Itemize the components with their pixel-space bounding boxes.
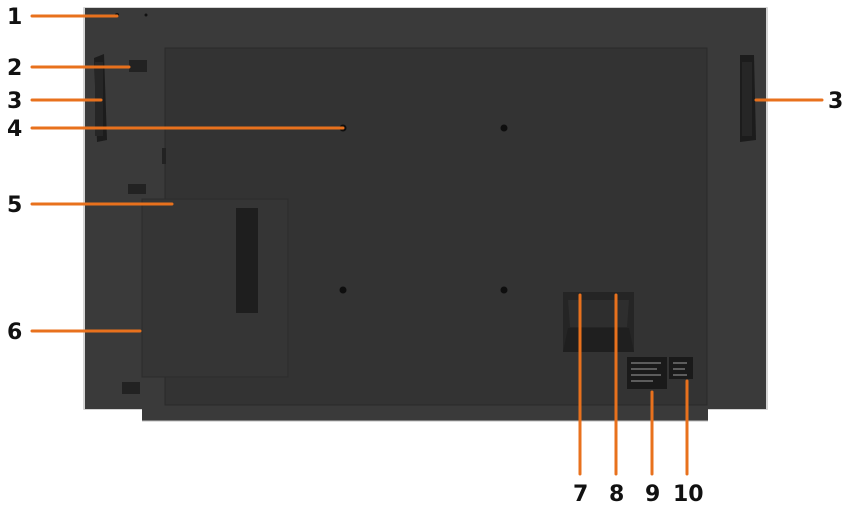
callout-number: 8 <box>609 482 624 507</box>
right-handle <box>740 55 756 142</box>
callout-number: 2 <box>7 56 22 81</box>
callout-number: 7 <box>573 482 588 507</box>
callout-number: 5 <box>7 193 22 218</box>
cover-vent-slot <box>236 208 258 313</box>
vesa-hole <box>500 286 508 294</box>
connector-bracket <box>563 292 634 352</box>
compartment-cover <box>141 198 289 378</box>
monitor-back <box>83 7 768 422</box>
callout-number: 1 <box>7 5 22 30</box>
callout-number: 3 <box>7 89 22 114</box>
callout-number: 10 <box>673 482 704 507</box>
callout-number: 9 <box>645 482 660 507</box>
callout-numbers: 1 2 3 4 5 6 3 7 8 9 10 <box>7 5 843 507</box>
regulatory-label <box>627 357 667 389</box>
vesa-hole <box>500 124 508 132</box>
monitor-lower-bezel <box>142 405 708 421</box>
callout-number: 4 <box>7 117 22 142</box>
callout-number: 3 <box>828 89 843 114</box>
barcode-label <box>669 357 693 379</box>
vesa-hole <box>339 286 347 294</box>
callout-lines <box>30 14 824 476</box>
callout-number: 6 <box>7 320 22 345</box>
